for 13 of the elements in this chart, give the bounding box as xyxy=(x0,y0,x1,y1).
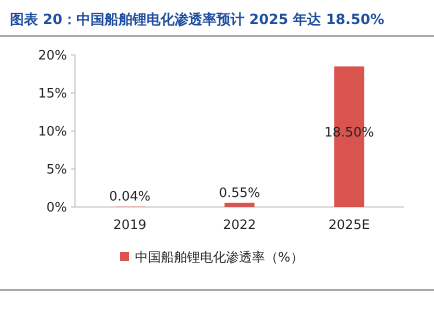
y-tick-label: 5% xyxy=(46,162,67,178)
x-tick-label: 2025E xyxy=(328,218,370,233)
legend-label: 中国船舶锂电化渗透率（%） xyxy=(135,250,304,266)
chart-title: 图表 20：中国船舶锂电化渗透率预计 2025 年达 18.50% xyxy=(10,11,384,28)
y-tick-label: 20% xyxy=(38,48,67,64)
data-label: 0.04% xyxy=(109,190,150,205)
bar xyxy=(224,202,254,207)
y-tick-label: 10% xyxy=(38,124,67,140)
x-tick-label: 2019 xyxy=(113,218,146,233)
y-tick-label: 15% xyxy=(38,86,67,102)
y-tick-label: 0% xyxy=(46,200,67,216)
data-label: 0.55% xyxy=(218,186,260,201)
x-tick-label: 2022 xyxy=(222,218,256,233)
